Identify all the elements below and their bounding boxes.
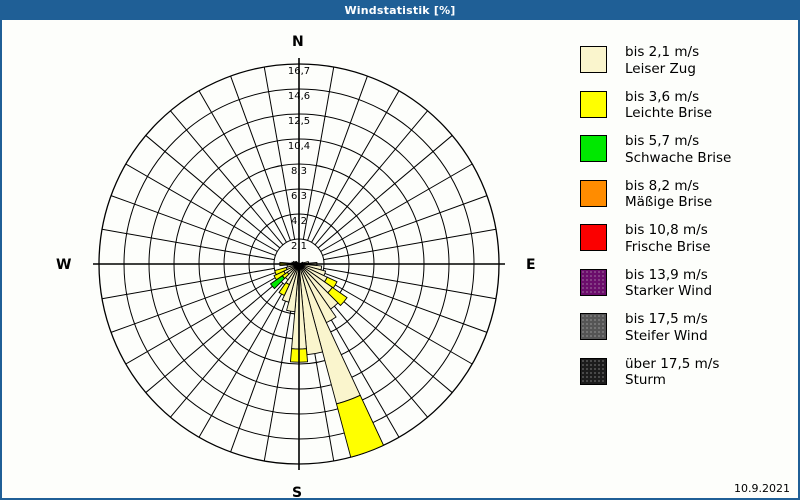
- legend-speed-label: bis 13,9 m/s: [625, 266, 708, 283]
- grid-spoke: [263, 288, 296, 462]
- grid-spoke: [322, 272, 488, 333]
- radial-tick-label: 4,2: [291, 216, 307, 227]
- legend-label: bis 13,9 m/s Starker Wind: [625, 267, 712, 300]
- legend-item[interactable]: bis 3,6 m/s Leichte Brise: [580, 89, 790, 122]
- compass-label-south: S: [292, 485, 303, 501]
- legend-name-label: Mäßige Brise: [625, 194, 713, 210]
- window-title: Windstatistik [%]: [344, 4, 456, 17]
- legend-color-swatch: [580, 313, 607, 340]
- radial-tick-label: 2,1: [291, 241, 307, 252]
- legend-label: bis 3,6 m/s Leichte Brise: [625, 89, 712, 122]
- legend-name-label: Starker Wind: [625, 283, 713, 299]
- grid-spoke: [230, 287, 291, 453]
- grid-spoke: [170, 110, 284, 246]
- legend-speed-label: bis 10,8 m/s: [625, 222, 708, 238]
- radial-tick-label: 16,7: [288, 66, 310, 77]
- legend-name-label: Schwache Brise: [625, 149, 732, 166]
- legend-color-swatch: [580, 135, 607, 162]
- legend-speed-label: bis 3,6 m/s: [625, 88, 700, 105]
- windrose-petal-segment: [335, 394, 385, 458]
- legend-label: bis 10,8 m/s Frische Brise: [625, 222, 711, 255]
- windrose-petal-segment: [327, 286, 348, 307]
- legend-label: bis 5,7 m/s Schwache Brise: [625, 133, 731, 166]
- legend-speed-label: über 17,5 m/s: [625, 355, 720, 372]
- legend-name-label: Leiser Zug: [625, 60, 696, 77]
- legend-item[interactable]: bis 2,1 m/s Leiser Zug: [580, 44, 790, 77]
- grid-spoke: [101, 267, 275, 300]
- legend-name-label: Steifer Wind: [625, 327, 708, 344]
- grid-spoke: [198, 285, 287, 438]
- grid-spoke: [198, 90, 287, 243]
- radial-tick-label: 14,6: [288, 91, 310, 102]
- legend-label: über 17,5 m/s Sturm: [625, 356, 719, 389]
- grid-spoke: [323, 267, 497, 300]
- legend-color-swatch: [580, 179, 607, 207]
- grid-spoke: [320, 163, 473, 252]
- window-titlebar: Windstatistik [%]: [2, 2, 798, 20]
- grid-spoke: [307, 75, 368, 241]
- legend-item[interactable]: bis 5,7 m/s Schwache Brise: [580, 133, 790, 166]
- legend-color-swatch: [580, 268, 607, 296]
- legend-name-label: Frische Brise: [625, 238, 711, 255]
- windrose-petal-segment: [274, 266, 288, 276]
- legend-speed-label: bis 5,7 m/s: [625, 133, 700, 149]
- legend-speed-label: bis 2,1 m/s: [625, 44, 700, 60]
- grid-spoke: [302, 66, 335, 240]
- radial-tick-label: 10,4: [288, 141, 310, 152]
- grid-spoke: [110, 272, 276, 333]
- radial-tick-label: 6,3: [291, 191, 307, 202]
- grid-spoke: [125, 163, 278, 252]
- grid-spoke: [320, 276, 473, 365]
- grid-spoke: [314, 110, 428, 246]
- grid-spoke: [317, 135, 453, 249]
- grid-spoke: [101, 228, 275, 261]
- legend-color-swatch: [580, 357, 607, 385]
- compass-label-north: N: [292, 34, 304, 50]
- grid-spoke: [145, 279, 281, 393]
- legend-color-swatch: [580, 224, 607, 251]
- axis-group: [93, 58, 505, 470]
- legend-name-label: Leichte Brise: [625, 105, 713, 121]
- legend-speed-label: bis 8,2 m/s: [625, 177, 700, 194]
- legend: bis 2,1 m/s Leiser Zug bis 3,6 m/s Leichte …: [580, 44, 790, 400]
- windrose-petal-segment: [269, 275, 286, 290]
- grid-spoke: [145, 135, 281, 249]
- legend-item[interactable]: bis 13,9 m/s Starker Wind: [580, 267, 790, 300]
- grid-spoke: [230, 75, 291, 241]
- grid-spoke: [323, 228, 497, 261]
- windrose-plot: 2,1 4,2 6,3 8,3 10,4 12,5 14,6 16,7: [93, 58, 505, 470]
- chart-canvas: 2,1 4,2 6,3 8,3 10,4 12,5 14,6 16,7 N E S W bis…: [2, 20, 798, 501]
- legend-color-swatch: [580, 46, 607, 73]
- compass-label-west: W: [56, 257, 72, 273]
- grid-spoke: [170, 282, 284, 418]
- grid-spoke: [263, 66, 296, 240]
- windrose-petal-segment: [278, 282, 290, 297]
- legend-speed-label: bis 17,5 m/s: [625, 311, 708, 327]
- legend-label: bis 8,2 m/s Mäßige Brise: [625, 178, 712, 211]
- legend-label: bis 2,1 m/s Leiser Zug: [625, 44, 699, 77]
- radial-tick-labels: 2,1 4,2 6,3 8,3 10,4 12,5 14,6 16,7: [288, 66, 310, 252]
- grid-spoke: [125, 276, 278, 365]
- legend-item[interactable]: bis 17,5 m/s Steifer Wind: [580, 311, 790, 344]
- radial-tick-label: 12,5: [288, 116, 310, 127]
- legend-color-swatch: [580, 90, 607, 118]
- grid-spoke: [110, 195, 276, 256]
- legend-item[interactable]: bis 8,2 m/s Mäßige Brise: [580, 178, 790, 211]
- legend-name-label: Sturm: [625, 372, 666, 388]
- legend-item[interactable]: über 17,5 m/s Sturm: [580, 356, 790, 389]
- legend-item[interactable]: bis 10,8 m/s Frische Brise: [580, 222, 790, 255]
- legend-label: bis 17,5 m/s Steifer Wind: [625, 311, 708, 344]
- grid-spoke: [311, 90, 400, 243]
- grid-spoke: [322, 195, 488, 256]
- date-stamp: 10.9.2021: [734, 482, 790, 495]
- windrose-petal-segment: [273, 270, 286, 281]
- compass-label-east: E: [526, 257, 536, 273]
- petal-group: [269, 260, 385, 458]
- radial-tick-label: 8,3: [291, 166, 307, 177]
